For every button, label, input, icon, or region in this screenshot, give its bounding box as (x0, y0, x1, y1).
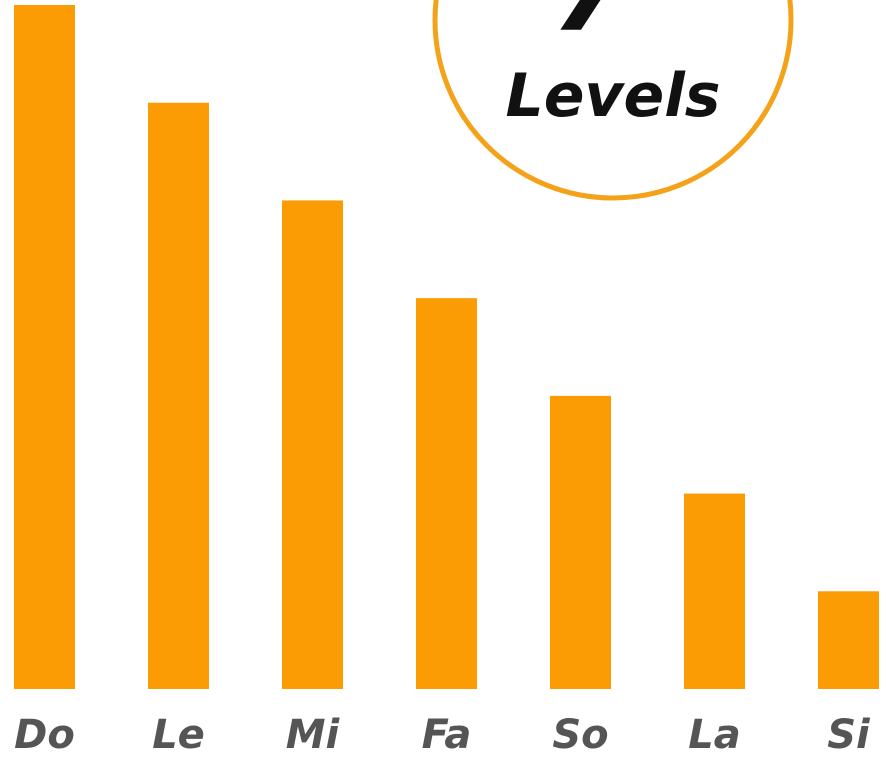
category-label-si: Si (827, 712, 871, 758)
category-label-la: La (688, 712, 740, 758)
category-labels-group: Do Le Mi Fa So La Si (14, 712, 871, 758)
levels-badge: 7 Levels (432, 0, 794, 201)
category-label-so: So (552, 712, 608, 758)
category-label-do: Do (14, 712, 75, 758)
bar-si (818, 591, 879, 689)
bar-la (684, 493, 745, 689)
bars-group (14, 5, 879, 689)
bar-fa (416, 298, 477, 689)
bar-do (14, 5, 75, 689)
bar-mi (282, 200, 343, 689)
category-label-fa: Fa (422, 712, 472, 758)
category-label-le: Le (152, 712, 205, 758)
bar-le (148, 102, 209, 689)
badge-number: 7 (552, 0, 629, 56)
badge-ring (432, 0, 794, 201)
category-label-mi: Mi (286, 712, 341, 758)
badge-text: Levels (505, 61, 720, 131)
bar-so (550, 395, 611, 689)
